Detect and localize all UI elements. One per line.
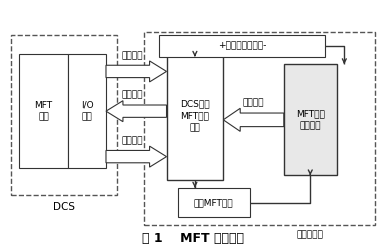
Text: 手动MFT按钮: 手动MFT按钮 xyxy=(194,198,234,207)
Text: 就地设备: 就地设备 xyxy=(122,51,143,60)
Polygon shape xyxy=(223,108,284,131)
Text: DCS输出
MFT继电
器组: DCS输出 MFT继电 器组 xyxy=(180,100,210,132)
Polygon shape xyxy=(106,61,166,82)
Bar xyxy=(144,32,374,225)
Polygon shape xyxy=(106,101,166,122)
Text: 控制输出: 控制输出 xyxy=(122,136,143,145)
Text: 硬跳闸回路: 硬跳闸回路 xyxy=(296,230,323,239)
Text: MFT跳闸
继电器组: MFT跳闸 继电器组 xyxy=(296,109,325,130)
Bar xyxy=(284,64,337,175)
Bar xyxy=(178,188,250,217)
Text: 就地设备: 就地设备 xyxy=(243,98,264,107)
Text: 图 1    MFT 跳闸回路: 图 1 MFT 跳闸回路 xyxy=(142,232,244,244)
Text: I/O
模件: I/O 模件 xyxy=(81,101,93,121)
Text: +硬跳闸回路电源-: +硬跳闸回路电源- xyxy=(218,41,266,50)
Bar xyxy=(68,54,106,168)
Bar xyxy=(19,54,68,168)
Bar xyxy=(12,35,117,195)
Text: MFT
逻辑: MFT 逻辑 xyxy=(34,101,52,121)
Bar xyxy=(159,35,325,57)
Text: 就地信号: 就地信号 xyxy=(122,91,143,100)
Bar xyxy=(166,52,223,180)
Text: DCS: DCS xyxy=(53,203,75,212)
Polygon shape xyxy=(106,146,166,167)
